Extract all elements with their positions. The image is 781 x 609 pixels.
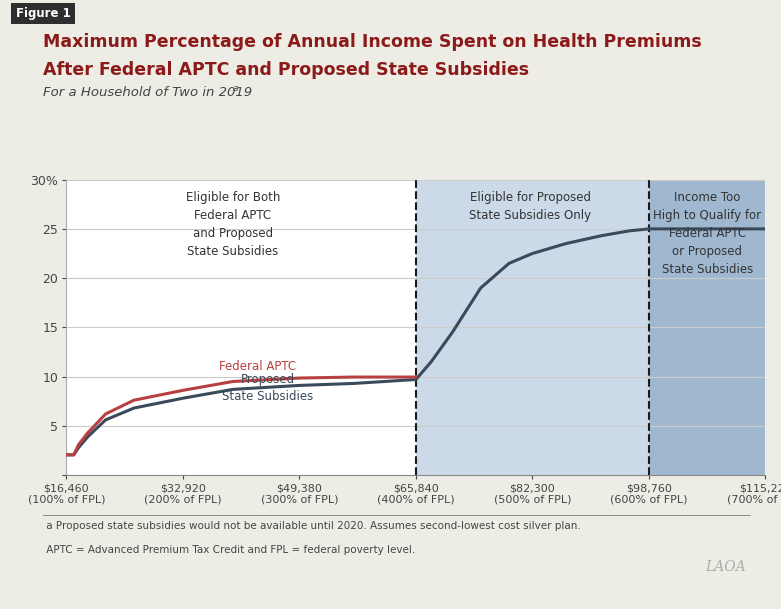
Text: a: a <box>233 84 238 93</box>
Text: APTC = Advanced Premium Tax Credit and FPL = federal poverty level.: APTC = Advanced Premium Tax Credit and F… <box>43 545 415 555</box>
Text: Figure 1: Figure 1 <box>16 7 70 20</box>
Text: Maximum Percentage of Annual Income Spent on Health Premiums: Maximum Percentage of Annual Income Spen… <box>43 33 701 52</box>
Text: Federal APTC: Federal APTC <box>219 360 296 373</box>
Bar <box>415 180 649 475</box>
Bar <box>649 180 765 475</box>
Text: a Proposed state subsidies would not be available until 2020. Assumes second-low: a Proposed state subsidies would not be … <box>43 521 581 530</box>
Text: Eligible for Proposed
State Subsidies Only: Eligible for Proposed State Subsidies On… <box>469 191 591 222</box>
Text: Income Too
High to Qualify for
Federal APTC
or Proposed
State Subsidies: Income Too High to Qualify for Federal A… <box>653 191 761 276</box>
Text: Proposed
State Subsidies: Proposed State Subsidies <box>223 373 314 403</box>
Text: Eligible for Both
Federal APTC
and Proposed
State Subsidies: Eligible for Both Federal APTC and Propo… <box>186 191 280 258</box>
Text: After Federal APTC and Proposed State Subsidies: After Federal APTC and Proposed State Su… <box>43 61 529 79</box>
Text: For a Household of Two in 2019: For a Household of Two in 2019 <box>43 86 252 99</box>
Text: LAOA: LAOA <box>705 560 746 574</box>
